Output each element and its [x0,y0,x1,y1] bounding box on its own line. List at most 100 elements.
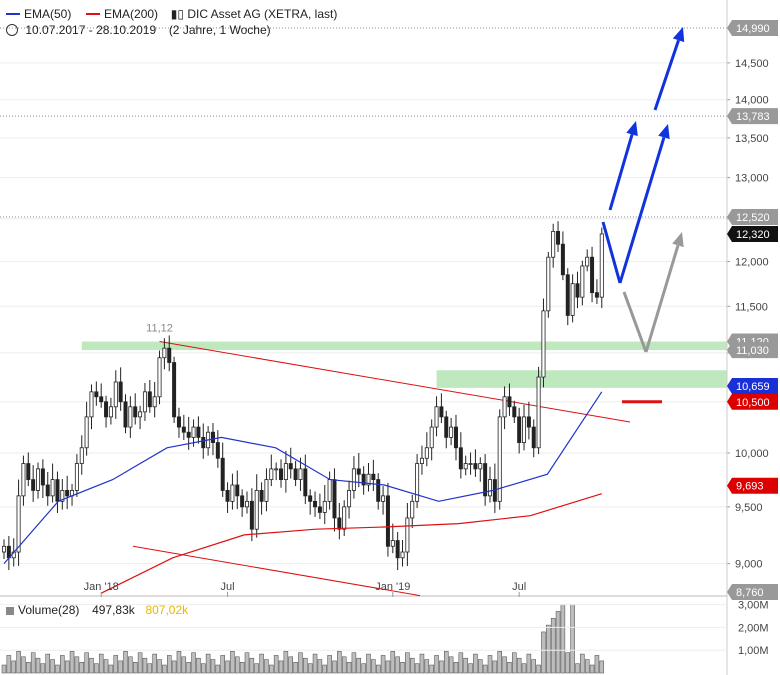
candle-body [176,416,181,428]
volume-bar [196,657,201,674]
price-tag-label: 12,320 [736,229,770,241]
price-tag-bg [727,477,778,494]
price-tick-label: 9,000 [735,559,763,571]
candle-body [89,391,94,418]
volume-bar [546,624,551,674]
candle-body [220,457,225,491]
price-tag-bg [727,393,778,410]
ema50-swatch [6,12,20,15]
candle-body [274,468,279,471]
candle-body [50,479,55,497]
ema50-line [3,391,603,564]
volume-bar [429,664,434,674]
candle-body [366,473,371,486]
candle-body [507,396,512,408]
volume-bar [453,662,459,674]
time-tick-label: Jul [512,581,526,593]
volume-bar [142,657,148,674]
candle-body [65,490,70,497]
volume-bar [580,653,585,674]
volume-bar [307,663,313,674]
time-tick-label: Jan '18 [84,581,119,593]
volume-legend: Volume(28) 497,83k 807,02k [6,603,188,617]
price-tag-bg [727,20,778,36]
candle-body [332,479,337,519]
candle-body [40,468,45,486]
candle-body [162,347,167,359]
candle-icon: ▮▯ [170,6,184,21]
candle-body [181,426,186,433]
volume-bar [400,662,405,674]
candle-body [36,468,41,491]
candle-body [113,381,118,408]
arrow-head [672,232,684,248]
candle-body [405,517,410,553]
candle-body [196,426,201,438]
candle-body [342,506,347,530]
volume-bar [298,652,303,674]
volume-bar [89,657,94,674]
blue-arrow [608,121,638,211]
candle-body [424,447,429,459]
ema200-label[interactable]: EMA(200) [104,6,159,21]
price-tag: 14,990 [727,20,778,36]
candle-body [172,362,177,418]
volume-bar [166,655,172,674]
volume-bar [40,663,46,674]
volume-bar [244,652,250,674]
candle-body [599,233,604,298]
candle-body [322,500,327,513]
arrow-shaft [644,244,680,353]
candle-body [575,283,580,298]
volume-bar [191,652,196,674]
volume-average: 807,02k [145,603,189,617]
volume-bar [171,660,177,674]
candle-body [215,442,220,459]
candle-body [429,426,434,449]
volume-tick-label: 3,00M [738,600,769,612]
price-tick-label: 12,000 [735,257,769,269]
price-tick-label: 11,500 [735,301,768,313]
price-tag: 10,659 [727,377,778,394]
volume-bar [50,659,55,674]
volume-bar [103,659,109,674]
volume-bar [409,657,415,674]
volume-bar [434,655,439,674]
candle-body [84,416,89,449]
candle-body [356,468,361,475]
volume-bar [550,618,556,674]
candle-body [395,540,400,559]
candle-body [133,406,138,418]
price-tick-label: 13,000 [735,173,769,185]
price-tag: 8,760 [727,584,778,600]
volume-bar [361,663,366,674]
price-tag: 12,520 [727,209,778,226]
volume-bar [283,651,289,674]
candle-body [327,479,332,502]
candle-body [79,447,84,464]
volume-bar [94,663,99,674]
candle-body [410,500,415,519]
candle-body [453,426,458,449]
volume-bar [448,656,454,674]
price-tag: 10,500 [727,393,778,410]
volume-bar [560,604,566,674]
candle-body [317,506,322,513]
candle-body [288,463,293,470]
candle-body [570,283,575,316]
volume-bar [132,662,138,674]
candle-body [157,357,162,398]
candle-body [415,463,420,502]
candle-body [279,468,284,480]
ema50-label[interactable]: EMA(50) [24,6,72,21]
candle-body [293,468,298,480]
volume-bar [385,660,391,674]
candle-body [585,256,590,267]
candle-body [337,517,342,530]
candle-body [249,500,254,530]
arrow-head [672,27,685,43]
time-tick-label: Jul [221,581,235,593]
volume-bar [186,662,191,674]
volume-bar [317,659,323,674]
